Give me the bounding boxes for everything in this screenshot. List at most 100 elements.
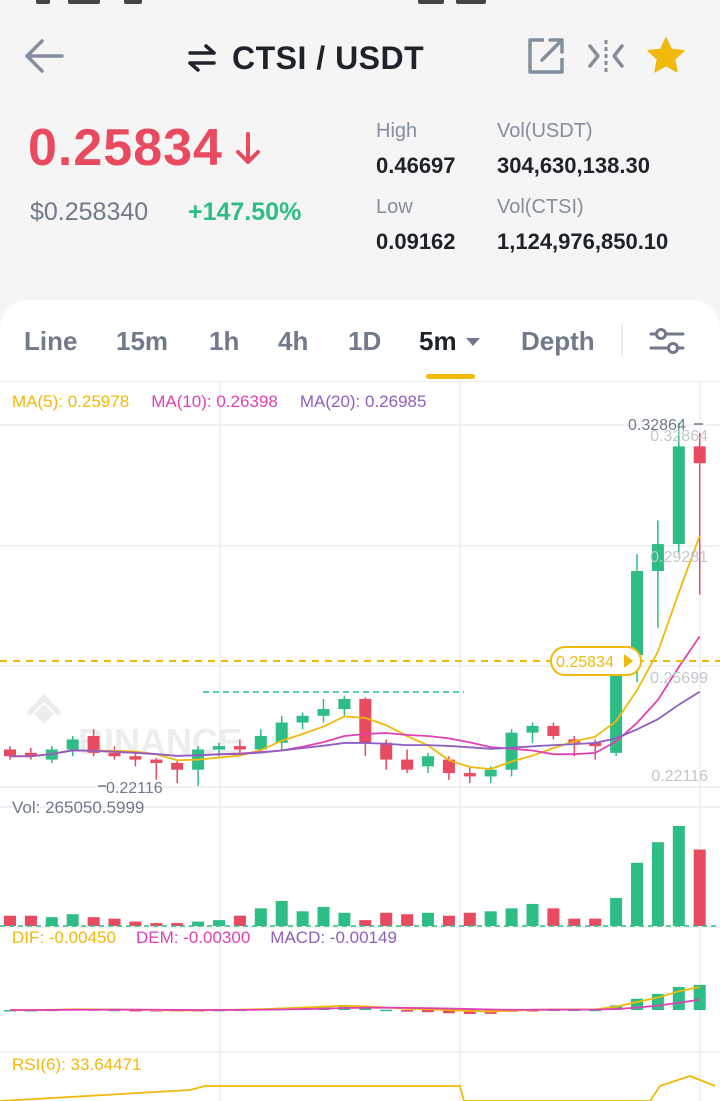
- volume-bar: [610, 898, 623, 926]
- volume-label: Vol: 265050.5999: [12, 798, 145, 817]
- min-price-marker: 0.22116: [106, 780, 163, 797]
- high-value: 0.46697: [376, 153, 456, 178]
- ma20-label: MA(20): 0.26985: [299, 392, 427, 411]
- candle: [505, 729, 518, 777]
- volume-bar: [4, 915, 16, 926]
- tab-1d[interactable]: 1D: [348, 326, 382, 356]
- axis-label-max: 0.32864: [650, 428, 708, 445]
- swap-icon: [188, 44, 216, 72]
- volume-bar: [401, 914, 414, 926]
- volume-bar: [442, 915, 455, 926]
- volume-bar: [108, 918, 121, 926]
- volume-bar: [24, 915, 37, 926]
- candlestick-chart[interactable]: BINANCE 0.32864 0.29281 0.25699 0.22116 …: [0, 300, 720, 1101]
- candle: [192, 746, 205, 786]
- max-price-marker: 0.32864: [628, 417, 686, 434]
- sliders-icon[interactable]: [648, 324, 686, 358]
- candle: [24, 747, 37, 760]
- rsi-label: RSI(6): 33.64471: [12, 1055, 142, 1074]
- vol-ctsi-value: 1,124,976,850.10: [497, 229, 669, 254]
- candle: [422, 752, 434, 774]
- interval-tabs: Line 15m 1h 4h 1D 5m Depth: [0, 300, 720, 382]
- candle: [463, 766, 476, 784]
- candle: [693, 432, 706, 595]
- volume-bar: [317, 906, 330, 926]
- candle: [275, 715, 288, 750]
- star-icon[interactable]: [646, 36, 686, 76]
- volume-bar: [45, 917, 58, 926]
- last-price: 0.25834: [28, 118, 263, 178]
- vol-ctsi-label: Vol(CTSI): [497, 196, 584, 218]
- price-change: +147.50%: [188, 198, 302, 226]
- chart-panel: Line 15m 1h 4h 1D 5m Depth: [0, 300, 720, 1101]
- tab-1h[interactable]: 1h: [209, 326, 240, 356]
- current-price-tag[interactable]: 0.25834: [550, 646, 642, 676]
- low-label: Low: [376, 196, 413, 218]
- candle: [672, 422, 685, 555]
- status-bar: [0, 0, 720, 6]
- pair-selector[interactable]: CTSI / USDT: [186, 38, 424, 78]
- tab-4h[interactable]: 4h: [278, 326, 309, 356]
- axis-label-min: 0.22116: [651, 768, 708, 785]
- volume-bar: [233, 915, 246, 926]
- candle: [359, 697, 372, 757]
- volume-bar: [87, 917, 100, 926]
- tab-15m[interactable]: 15m: [116, 326, 169, 356]
- volume-bar: [192, 921, 205, 926]
- volume-bar: [651, 842, 664, 926]
- macd-bar: [526, 1010, 539, 1012]
- candle: [547, 722, 560, 740]
- tab-divider: [621, 324, 623, 356]
- compare-icon[interactable]: [586, 36, 626, 76]
- macd-label: MACD: -0.00149: [270, 928, 397, 947]
- volume-bar: [66, 914, 79, 926]
- macd-bar: [610, 1005, 623, 1010]
- candle: [66, 736, 79, 757]
- volume-bar: [526, 903, 539, 926]
- macd-bar: [380, 1009, 393, 1012]
- candle: [254, 729, 267, 753]
- volume-bar: [296, 911, 309, 926]
- candle: [129, 752, 142, 767]
- back-arrow-icon[interactable]: [22, 36, 66, 76]
- candle: [171, 759, 184, 784]
- tab-depth[interactable]: Depth: [521, 326, 595, 356]
- macd-bar: [693, 984, 706, 1010]
- candle: [526, 722, 539, 743]
- price-usd: $0.258340: [30, 198, 149, 226]
- volume-bar: [213, 920, 225, 926]
- candle: [651, 520, 664, 629]
- ma5-line: [10, 535, 701, 770]
- macd-bar: [631, 998, 643, 1010]
- volume-bar: [568, 918, 581, 926]
- macd-bar: [442, 1010, 455, 1014]
- macd-bar: [359, 1007, 372, 1010]
- volume-bar: [129, 921, 142, 926]
- current-price-label: 0.25834: [556, 654, 614, 671]
- volume-bar: [171, 923, 184, 926]
- tab-line[interactable]: Line: [24, 326, 78, 356]
- axis-label-3: 0.25699: [650, 670, 708, 687]
- vol-usdt-label: Vol(USDT): [497, 120, 593, 142]
- ma-legend: MA(5): 0.25978 MA(10): 0.26398 MA(20): 0…: [12, 392, 426, 412]
- volume-bar: [254, 908, 267, 926]
- tab-5m[interactable]: 5m: [419, 326, 481, 357]
- candle: [150, 757, 163, 780]
- ma20-line: [10, 690, 701, 758]
- macd-bar: [129, 1010, 142, 1012]
- external-link-icon[interactable]: [526, 36, 566, 76]
- volume-bar: [338, 912, 351, 926]
- dif-label: DIF: -0.00450: [12, 928, 116, 947]
- macd-legend: DIF: -0.00450 DEM: -0.00300 MACD: -0.001…: [12, 928, 397, 948]
- volume-bar: [672, 826, 685, 926]
- volume-bar: [463, 912, 476, 926]
- ma10-label: MA(10): 0.26398: [151, 392, 278, 411]
- volume-bar: [380, 912, 393, 926]
- volume-bar: [359, 920, 372, 926]
- candle: [338, 695, 351, 716]
- volume-bar: [505, 908, 518, 926]
- candle: [296, 712, 309, 730]
- dem-line: [10, 998, 700, 1011]
- candle: [108, 746, 121, 760]
- ma5-label: MA(5): 0.25978: [12, 392, 130, 411]
